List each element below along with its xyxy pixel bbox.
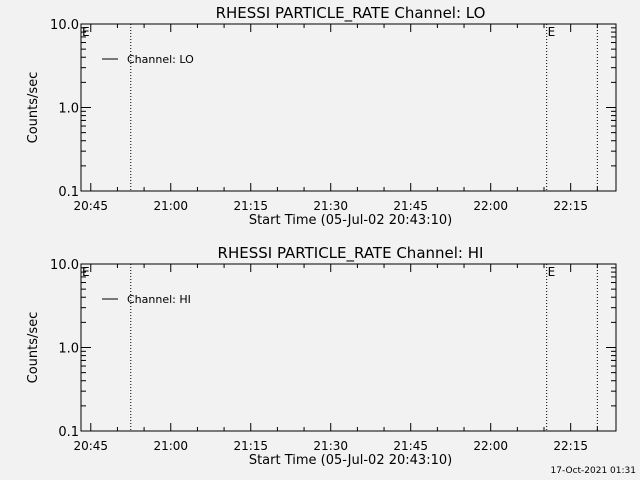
x-tick-label: 21:00 (153, 199, 188, 213)
chart-title: RHESSI PARTICLE_RATE Channel: LO (216, 4, 486, 23)
x-tick-label: 20:45 (73, 439, 108, 453)
y-tick-label: 10.0 (50, 258, 79, 273)
chart-title: RHESSI PARTICLE_RATE Channel: HI (218, 244, 484, 263)
corner-label: E (82, 265, 90, 279)
x-axis-label: Start Time (05-Jul-02 20:43:10) (249, 453, 452, 468)
chart-panel-0: RHESSI PARTICLE_RATE Channel: LO 20:45 21:… (26, 4, 617, 228)
legend-entry: Channel: LO (127, 53, 194, 66)
legend-entry: Channel: HI (127, 293, 191, 306)
marker-label: E (548, 25, 556, 39)
y-axis-label: Counts/sec (26, 312, 41, 384)
y-tick-label: 0.1 (58, 185, 79, 200)
x-tick-label: 22:00 (473, 199, 508, 213)
x-tick-label: 22:15 (553, 199, 588, 213)
x-tick-label: 21:45 (393, 439, 428, 453)
chart-panel-1: RHESSI PARTICLE_RATE Channel: HI 20:45 21:… (26, 244, 617, 468)
x-tick-label: 21:45 (393, 199, 428, 213)
x-tick-label: 21:15 (233, 439, 268, 453)
y-tick-label: 10.0 (50, 18, 79, 33)
x-tick-label: 21:15 (233, 199, 268, 213)
x-tick-label: 21:30 (313, 199, 348, 213)
x-tick-label: 21:30 (313, 439, 348, 453)
footer-timestamp: 17-Oct-2021 01:31 (550, 466, 636, 476)
x-tick-label: 20:45 (73, 199, 108, 213)
y-tick-label: 1.0 (58, 342, 79, 357)
plot-frame (80, 23, 617, 192)
y-axis-label: Counts/sec (26, 72, 41, 144)
y-tick-label: 1.0 (58, 102, 79, 117)
corner-label: E (82, 25, 90, 39)
x-tick-label: 22:15 (553, 439, 588, 453)
marker-label: E (548, 265, 556, 279)
plot-frame (80, 263, 617, 432)
x-tick-label: 22:00 (473, 439, 508, 453)
x-axis-label: Start Time (05-Jul-02 20:43:10) (249, 213, 452, 228)
y-tick-label: 0.1 (58, 425, 79, 440)
x-tick-label: 21:00 (153, 439, 188, 453)
